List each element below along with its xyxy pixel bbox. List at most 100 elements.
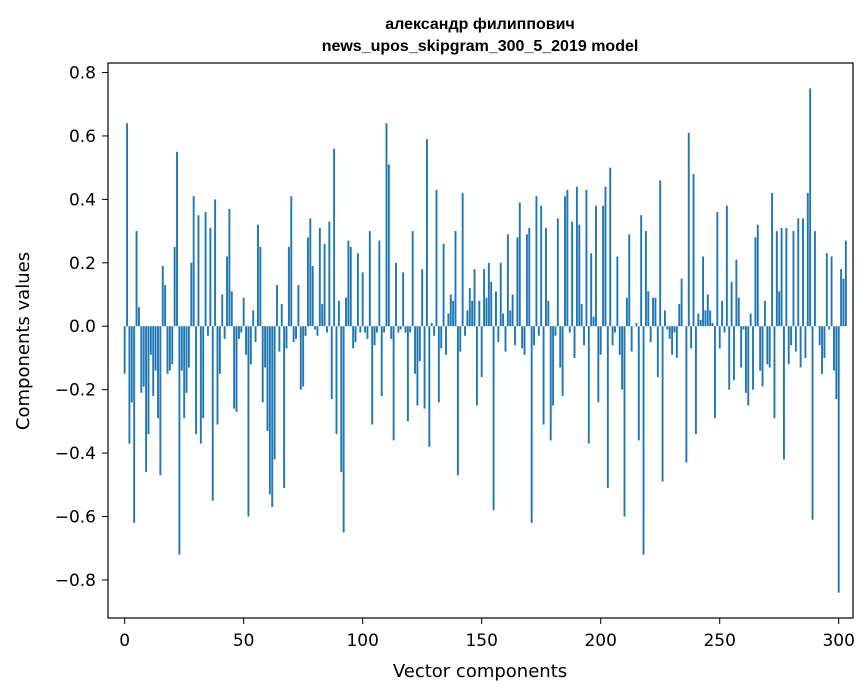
bar-151 [483, 269, 486, 327]
y-tick-label: −0.4 [55, 444, 96, 464]
chart-title-line1: александр филиппович [385, 16, 574, 33]
bar-68 [285, 326, 288, 349]
bar-93 [345, 297, 347, 327]
bar-122 [414, 326, 416, 374]
bar-212 [628, 234, 631, 327]
bar-15 [159, 326, 162, 476]
bar-134 [442, 243, 445, 327]
bar-216 [637, 326, 640, 441]
bar-146 [471, 300, 474, 327]
bar-178 [547, 300, 550, 327]
bar-245 [706, 294, 709, 327]
bar-124 [418, 326, 421, 362]
bar-247 [711, 323, 714, 327]
bar-28 [190, 262, 193, 327]
bar-208 [618, 326, 621, 355]
bar-248 [714, 326, 716, 419]
bar-123 [416, 326, 419, 406]
bar-231 [673, 326, 676, 333]
bar-107 [378, 240, 381, 327]
bar-288 [809, 88, 812, 327]
bar-269 [763, 300, 766, 327]
bar-213 [630, 326, 633, 352]
bar-299 [835, 326, 838, 400]
bar-136 [447, 313, 450, 327]
x-tick-label: 300 [822, 631, 854, 651]
bar-300 [837, 326, 840, 593]
bar-128 [428, 326, 431, 447]
bar-283 [797, 218, 800, 327]
bar-274 [775, 231, 778, 327]
x-tick-label: 50 [233, 631, 255, 651]
bar-266 [756, 224, 759, 327]
bar-243 [702, 256, 704, 327]
bar-49 [240, 326, 243, 333]
bar-276 [780, 227, 783, 327]
bar-22 [176, 151, 178, 327]
bar-198 [594, 205, 597, 327]
bar-185 [564, 196, 566, 327]
bar-113 [392, 326, 395, 441]
bar-226 [661, 326, 664, 482]
bar-246 [709, 310, 712, 327]
bar-43 [226, 256, 228, 327]
bar-78 [309, 218, 312, 327]
bar-280 [790, 326, 793, 346]
bar-268 [761, 326, 764, 387]
bar-221 [649, 326, 652, 343]
bar-261 [744, 326, 747, 393]
chart-title-line2: news_upos_skipgram_300_5_2019 model [322, 38, 639, 55]
y-tick-label: 0.8 [69, 64, 96, 84]
bar-200 [599, 326, 602, 355]
bar-166 [518, 202, 521, 327]
bar-143 [464, 326, 466, 336]
bar-209 [621, 326, 624, 390]
bar-102 [366, 326, 369, 339]
bar-10 [147, 326, 150, 435]
bar-109 [383, 326, 386, 333]
bar-54 [252, 310, 255, 327]
bar-249 [716, 212, 719, 327]
bar-1 [126, 123, 128, 327]
bar-106 [376, 326, 378, 333]
bar-5 [135, 231, 138, 327]
bar-25 [183, 326, 186, 419]
bar-91 [340, 326, 343, 473]
bar-164 [514, 326, 516, 346]
bar-20 [171, 326, 174, 365]
bar-57 [259, 246, 262, 327]
bar-250 [718, 326, 721, 349]
bar-145 [468, 288, 471, 327]
bar-273 [773, 326, 776, 419]
bar-225 [659, 180, 662, 327]
bar-179 [549, 326, 552, 441]
bar-96 [352, 326, 355, 349]
bar-63 [273, 326, 276, 460]
bar-39 [216, 326, 219, 425]
bar-159 [502, 313, 505, 327]
bar-270 [766, 326, 769, 365]
bar-167 [521, 326, 524, 349]
bar-88 [333, 148, 336, 327]
bar-65 [278, 326, 281, 352]
y-tick-label: −0.6 [55, 508, 96, 528]
y-tick-label: −0.2 [55, 381, 96, 401]
bar-293 [821, 326, 824, 374]
bar-141 [459, 326, 462, 352]
bar-21 [173, 246, 176, 327]
bar-51 [245, 326, 247, 355]
bar-27 [187, 326, 190, 368]
bar-77 [306, 237, 309, 327]
bar-149 [478, 300, 481, 327]
bar-172 [533, 326, 535, 346]
bar-90 [337, 300, 340, 327]
bar-302 [842, 278, 845, 327]
bar-45 [230, 291, 233, 327]
bar-41 [221, 294, 224, 327]
bar-82 [318, 227, 321, 327]
bar-265 [754, 237, 757, 327]
bar-48 [237, 326, 240, 339]
bar-144 [466, 310, 469, 327]
bar-17 [164, 285, 167, 327]
bar-120 [409, 326, 412, 333]
